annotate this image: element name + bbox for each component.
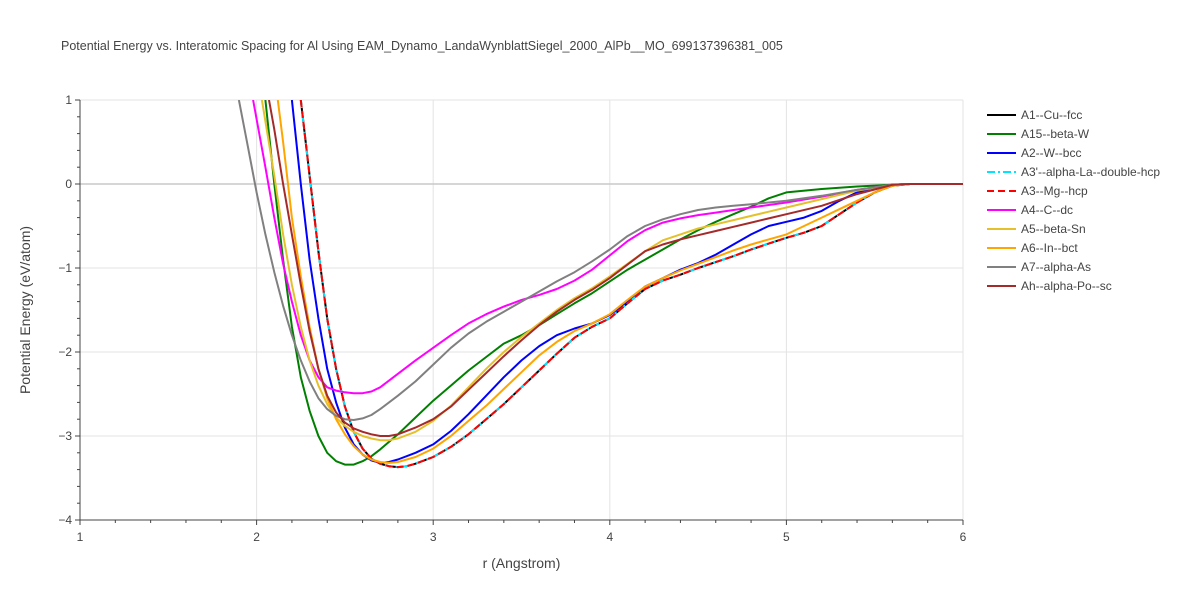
y-tick-label: −3 xyxy=(58,429,72,443)
x-tick-label: 3 xyxy=(430,530,437,544)
legend-label: A15--beta-W xyxy=(1021,127,1090,141)
x-tick-label: 5 xyxy=(783,530,790,544)
legend-item[interactable]: A7--alpha-As xyxy=(987,260,1091,274)
y-tick-label: 1 xyxy=(65,93,72,107)
legend-item[interactable]: A15--beta-W xyxy=(987,127,1090,141)
series-line xyxy=(252,100,963,395)
legend[interactable]: A1--Cu--fcc A15--beta-W A2--W--bcc A3'--alp… xyxy=(987,108,1160,293)
axes xyxy=(75,99,964,525)
series-line xyxy=(299,100,963,469)
y-tick-label: −2 xyxy=(58,345,72,359)
legend-label: A3'--alpha-La--double-hcp xyxy=(1021,165,1160,179)
series-line xyxy=(290,100,963,464)
x-tick-labels: 1 2 3 4 5 6 xyxy=(77,530,967,544)
series-line xyxy=(299,100,963,469)
x-tick-label: 6 xyxy=(960,530,967,544)
legend-item[interactable]: Ah--alpha-Po--sc xyxy=(987,279,1112,293)
legend-label: A5--beta-Sn xyxy=(1021,222,1086,236)
legend-item[interactable]: A1--Cu--fcc xyxy=(987,108,1082,122)
legend-label: A2--W--bcc xyxy=(1021,146,1081,160)
series-line xyxy=(264,100,963,466)
legend-label: A7--alpha-As xyxy=(1021,260,1091,274)
legend-label: A1--Cu--fcc xyxy=(1021,108,1082,122)
legend-item[interactable]: A5--beta-Sn xyxy=(987,222,1086,236)
x-tick-label: 1 xyxy=(77,530,84,544)
y-tick-label: −4 xyxy=(58,513,72,527)
series-line xyxy=(299,100,963,469)
y-tick-labels: 1 0 −1 −2 −3 −4 xyxy=(58,93,72,527)
series-line xyxy=(260,100,963,442)
y-tick-label: 0 xyxy=(65,177,72,191)
series-line xyxy=(268,100,963,437)
y-tick-label: −1 xyxy=(58,261,72,275)
x-axis-title: r (Angstrom) xyxy=(483,555,561,571)
legend-item[interactable]: A4--C--dc xyxy=(987,203,1073,217)
legend-item[interactable]: A6--In--bct xyxy=(987,241,1078,255)
legend-item[interactable]: A3--Mg--hcp xyxy=(987,184,1088,198)
series-line xyxy=(276,100,963,464)
series-line xyxy=(237,100,963,421)
grid-lines xyxy=(80,99,964,520)
legend-item[interactable]: A2--W--bcc xyxy=(987,146,1081,160)
series-lines xyxy=(237,100,963,469)
legend-label: A3--Mg--hcp xyxy=(1021,184,1088,198)
legend-label: A6--In--bct xyxy=(1021,241,1078,255)
chart-title: Potential Energy vs. Interatomic Spacing… xyxy=(61,39,783,53)
legend-item[interactable]: A3'--alpha-La--double-hcp xyxy=(987,165,1160,179)
legend-label: Ah--alpha-Po--sc xyxy=(1021,279,1112,293)
y-axis-title: Potential Energy (eV/atom) xyxy=(17,226,33,394)
x-tick-label: 4 xyxy=(606,530,613,544)
x-tick-label: 2 xyxy=(253,530,260,544)
legend-label: A4--C--dc xyxy=(1021,203,1073,217)
